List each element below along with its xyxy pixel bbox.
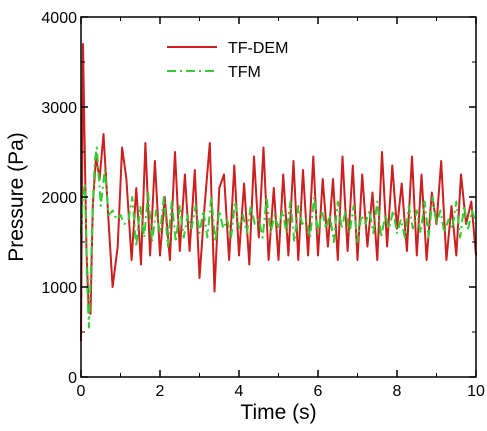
y-tick-label: 3000 <box>41 100 77 117</box>
labels-layer: 0 2 4 6 8 10 0 1000 2000 3000 4000 <box>41 10 485 400</box>
axes-layer <box>80 16 477 378</box>
x-tick-label: 8 <box>393 383 402 400</box>
x-tick-label: 0 <box>77 383 86 400</box>
y-axis-label: Pressure (Pa) <box>5 132 28 262</box>
legend-label-1: TF-DEM <box>228 40 288 57</box>
y-tick-label: 2000 <box>41 190 77 207</box>
x-tick-label: 4 <box>235 383 244 400</box>
y-tick-label: 0 <box>68 370 77 387</box>
series-line-2 <box>80 146 477 329</box>
y-tick-label: 1000 <box>41 280 77 297</box>
y-tick-label: 4000 <box>41 10 77 27</box>
x-tick-label: 10 <box>467 383 485 400</box>
x-tick-label: 6 <box>314 383 323 400</box>
legend-label-2: TFM <box>228 64 261 81</box>
series-layer <box>80 43 477 342</box>
series-line-1 <box>80 43 477 342</box>
legend: TF-DEM TFM <box>167 40 288 81</box>
x-tick-label: 2 <box>156 383 165 400</box>
x-axis-label: Time (s) <box>240 401 316 424</box>
